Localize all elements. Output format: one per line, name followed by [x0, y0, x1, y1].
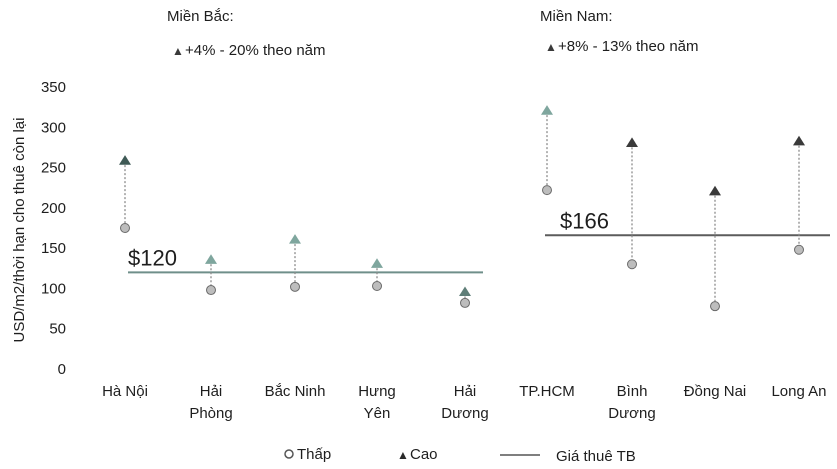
legend-low-label: Thấp [297, 446, 331, 463]
y-tick-label: 0 [58, 361, 66, 378]
north-average-label: $120 [128, 245, 177, 270]
legend: Thấp ▲ Cao Giá thuê TB [284, 446, 636, 465]
y-tick-label: 200 [41, 200, 66, 217]
legend-high-triangle-icon: ▲ [397, 448, 409, 462]
x-label-hung-yen-2: Yên [364, 405, 391, 422]
low-point-circle [372, 281, 382, 292]
x-label-hai-phong-1: Hải [200, 383, 223, 400]
x-label-ha-noi: Hà Nội [102, 383, 148, 400]
x-axis-labels: Hà Nội Hải Phòng Bắc Ninh Hưng Yên Hải D… [102, 383, 826, 422]
x-label-hai-duong-1: Hải [454, 383, 477, 400]
low-point-circle [794, 244, 804, 255]
x-label-long-an: Long An [771, 383, 826, 400]
high-point-triangle [289, 234, 301, 244]
low-point-circle [542, 185, 552, 196]
high-point-triangle [626, 137, 638, 147]
x-label-bac-ninh: Bắc Ninh [265, 383, 326, 400]
y-tick-label: 100 [41, 280, 66, 297]
north-region-title: Miền Bắc: [167, 8, 234, 25]
x-label-hai-phong-2: Phòng [189, 405, 232, 422]
x-label-dong-nai: Đồng Nai [684, 383, 747, 400]
north-growth-triangle-icon: ▲ [172, 44, 184, 58]
north-growth-text: +4% - 20% theo năm [185, 42, 326, 59]
y-tick-label: 50 [49, 321, 66, 338]
y-axis-title: USD/m2/thời hạn cho thuê còn lại [11, 118, 28, 343]
high-point-triangle [793, 135, 805, 146]
south-average-label: $166 [560, 208, 609, 233]
low-point-circle [710, 301, 720, 312]
south-region-title: Miền Nam: [540, 8, 613, 25]
high-point-triangle [541, 105, 553, 115]
south-growth-text: +8% - 13% theo năm [558, 38, 699, 55]
legend-high-label: Cao [410, 446, 438, 463]
legend-low-circle-icon [284, 449, 294, 459]
low-point-circle [627, 259, 637, 270]
y-tick-label: 350 [41, 79, 66, 96]
low-point-circle [460, 297, 470, 308]
x-label-hung-yen-1: Hưng [358, 383, 396, 400]
high-point-triangle [119, 155, 131, 165]
high-point-triangle [459, 286, 471, 297]
low-point-circle [290, 281, 300, 292]
high-point-triangle [371, 258, 383, 268]
x-label-binh-duong-2: Dương [608, 405, 655, 422]
x-label-binh-duong-1: Bình [617, 383, 648, 400]
x-label-hai-duong-2: Dương [441, 405, 488, 422]
high-point-triangle [709, 185, 721, 196]
y-tick-label: 150 [41, 240, 66, 257]
legend-average-label: Giá thuê TB [556, 448, 636, 465]
y-axis-ticks: 0 50 100 150 200 250 300 350 [41, 79, 66, 378]
low-point-circle [120, 223, 130, 233]
y-tick-label: 250 [41, 160, 66, 177]
high-point-triangle [205, 254, 217, 264]
south-growth-triangle-icon: ▲ [545, 40, 557, 54]
y-tick-label: 300 [41, 119, 66, 136]
x-label-tp-hcm: TP.HCM [519, 383, 575, 400]
low-point-circle [206, 285, 216, 296]
